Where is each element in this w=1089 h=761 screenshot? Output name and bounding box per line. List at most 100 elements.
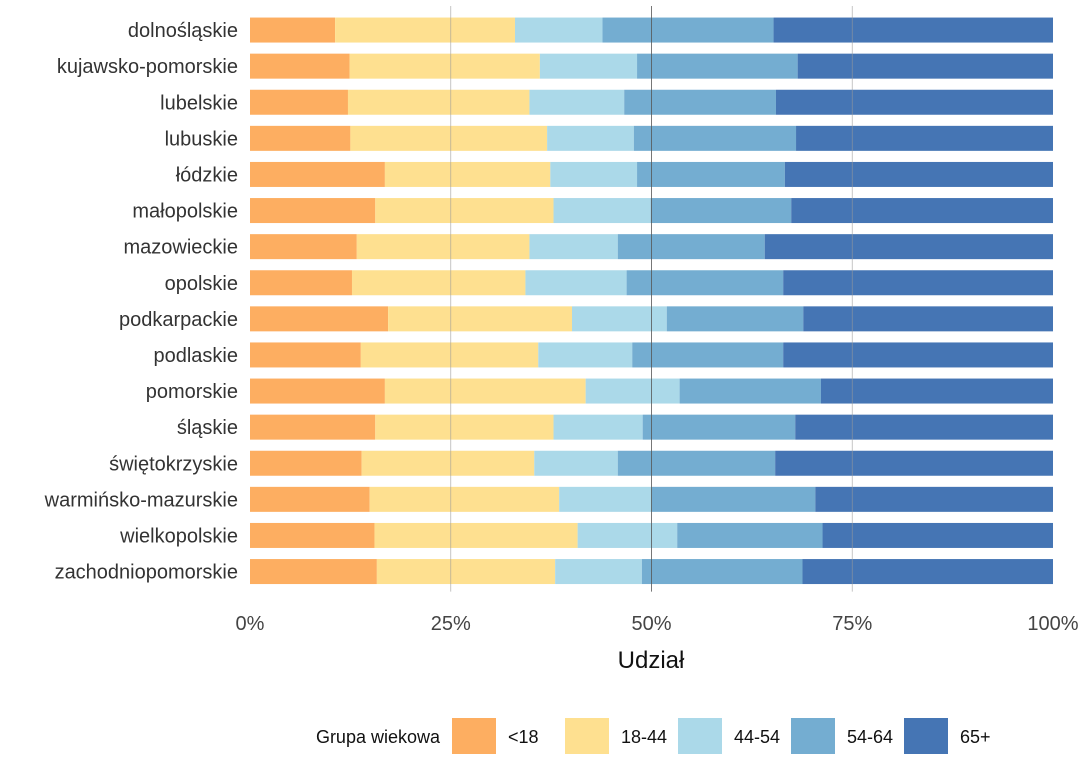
- bar-segment: [553, 198, 651, 224]
- bar-segment: [375, 198, 554, 224]
- bar-segment: [577, 522, 678, 548]
- bar-segment: [250, 125, 351, 151]
- bar-segment: [360, 342, 539, 368]
- category-label: zachodniopomorskie: [55, 562, 238, 584]
- category-label: łódzkie: [176, 164, 238, 186]
- bar-segment: [388, 306, 573, 332]
- bar-segment: [555, 559, 642, 585]
- bar-segment: [335, 17, 515, 43]
- bar-segment: [632, 342, 784, 368]
- category-label: mazowieckie: [124, 237, 238, 259]
- legend-label: <18: [508, 727, 539, 747]
- category-label: wielkopolskie: [119, 525, 238, 547]
- bar-segment: [529, 89, 625, 115]
- bar-row: [250, 270, 1053, 296]
- category-label: śląskie: [177, 417, 238, 439]
- bar-segment: [775, 450, 1053, 476]
- bar-segment: [637, 53, 798, 79]
- bar-segment: [356, 234, 530, 260]
- bar-segment: [347, 89, 530, 115]
- bar-segment: [822, 522, 1053, 548]
- bar-segment: [803, 306, 1053, 332]
- bar-segment: [250, 414, 376, 440]
- legend-swatch: [565, 718, 609, 754]
- legend-item: 54-64: [791, 718, 893, 754]
- bar-segment: [637, 161, 785, 187]
- bar-row: [250, 378, 1053, 404]
- bar-segment: [764, 234, 1053, 260]
- bar-row: [250, 342, 1053, 368]
- legend: Grupa wiekowa <18 18-44 44-54 54-64 65+: [316, 718, 991, 754]
- x-tick-label: 50%: [631, 613, 671, 635]
- bar-segment: [250, 53, 350, 79]
- bar-segment: [572, 306, 667, 332]
- bar-row: [250, 414, 1053, 440]
- legend-swatch: [791, 718, 835, 754]
- category-label: małopolskie: [132, 201, 238, 223]
- bar-segment: [791, 198, 1053, 224]
- bar-segment: [384, 378, 586, 404]
- bar-segment: [250, 17, 336, 43]
- legend-swatch: [678, 718, 722, 754]
- bar-segment: [666, 306, 804, 332]
- bar-segment: [250, 486, 370, 512]
- bar-segment: [650, 198, 792, 224]
- legend-title: Grupa wiekowa: [316, 727, 441, 747]
- bar-segment: [349, 53, 540, 79]
- bar-segment: [250, 161, 385, 187]
- bar-segment: [376, 559, 556, 585]
- bar-segment: [351, 270, 526, 296]
- bar-segment: [815, 486, 1053, 512]
- grid-layer: [450, 6, 853, 592]
- bar-segment: [369, 486, 560, 512]
- bar-segment: [529, 234, 618, 260]
- bar-segment: [559, 486, 652, 512]
- legend-swatch: [452, 718, 496, 754]
- bar-segment: [547, 125, 634, 151]
- category-label: opolskie: [165, 273, 238, 295]
- bar-segment: [642, 414, 796, 440]
- bar-segment: [795, 414, 1053, 440]
- category-label: podkarpackie: [119, 309, 238, 331]
- bar-row: [250, 559, 1053, 585]
- legend-item: 65+: [904, 718, 991, 754]
- bar-segment: [797, 53, 1053, 79]
- bar-segment: [538, 342, 633, 368]
- bar-segment: [525, 270, 627, 296]
- bar-segment: [783, 342, 1053, 368]
- bar-segment: [641, 559, 803, 585]
- bar-segment: [250, 89, 348, 115]
- bar-segment: [679, 378, 821, 404]
- bar-segment: [514, 17, 603, 43]
- bar-segment: [617, 450, 776, 476]
- bar-segment: [802, 559, 1053, 585]
- legend-item: <18: [452, 718, 539, 754]
- x-tick-label: 25%: [431, 613, 471, 635]
- bar-row: [250, 89, 1053, 115]
- bar-segment: [250, 234, 357, 260]
- bar-row: [250, 53, 1053, 79]
- legend-swatch: [904, 718, 948, 754]
- bar-row: [250, 486, 1053, 512]
- bars-layer: [250, 17, 1053, 585]
- bar-segment: [250, 270, 352, 296]
- legend-label: 18-44: [621, 727, 667, 747]
- bar-row: [250, 161, 1053, 187]
- bar-segment: [250, 306, 389, 332]
- bar-segment: [553, 414, 643, 440]
- x-tick-label: 100%: [1027, 613, 1078, 635]
- bar-segment: [384, 161, 551, 187]
- bar-segment: [250, 378, 385, 404]
- category-label: warmińsko-mazurskie: [44, 489, 238, 511]
- bar-segment: [375, 414, 554, 440]
- legend-label: 44-54: [734, 727, 780, 747]
- y-axis-labels: dolnośląskie kujawsko-pomorskie lubelskie l…: [44, 20, 238, 584]
- bar-segment: [350, 125, 548, 151]
- bar-segment: [602, 17, 774, 43]
- bar-segment: [250, 198, 376, 224]
- bar-segment: [585, 378, 680, 404]
- bar-row: [250, 450, 1053, 476]
- bar-row: [250, 125, 1053, 151]
